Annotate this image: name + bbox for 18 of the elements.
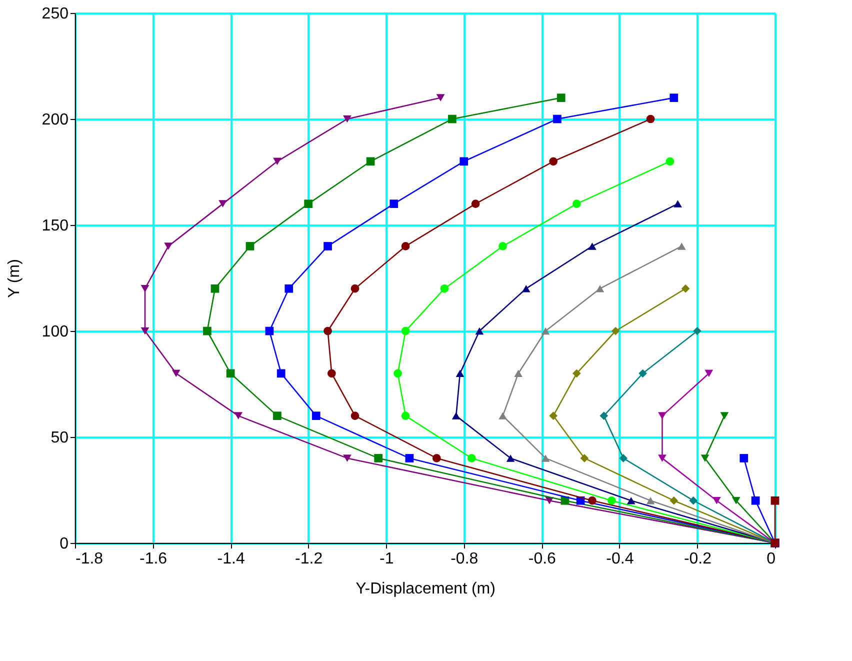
x-tick-label: -1.2 [295,550,323,568]
y-tick-label: 150 [42,218,69,234]
x-tick-label: -1.4 [217,550,245,568]
x-tick-label: -0.6 [528,550,556,568]
y-tick-label: 50 [50,430,69,446]
y-axis-title: Y (m) [6,259,23,298]
x-tick-label: -0.4 [606,550,634,568]
y-tick-label: 100 [42,324,69,340]
y-tick-label: 0 [60,536,69,552]
x-axis-title: Y-Displacement (m) [356,580,496,598]
x-tick-label: 0 [766,550,776,568]
y-tick-label: 200 [42,112,69,128]
x-tick-label: -0.8 [450,550,478,568]
y-tick-label: 250 [42,6,69,22]
x-tick-label: -1.8 [76,550,104,568]
x-tick-label: -1 [379,550,394,568]
x-tick-label: -0.2 [684,550,712,568]
x-tick-label: -1.6 [139,550,168,568]
